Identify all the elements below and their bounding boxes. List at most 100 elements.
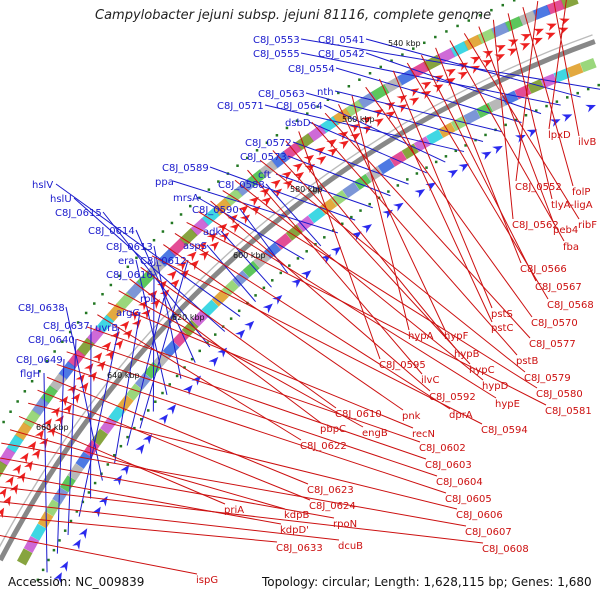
leader-line <box>222 190 538 389</box>
gene-label-left: C8J_0541 <box>318 35 365 46</box>
tick-dot <box>9 410 12 413</box>
tick-dot <box>255 149 259 152</box>
reverse-gene-arrow <box>96 360 106 372</box>
leader-line <box>78 326 120 517</box>
gene-label-left: C8J_0616 <box>106 270 153 281</box>
tick-dot <box>285 126 289 130</box>
gene-label-right: tlyA-ligA <box>551 200 593 211</box>
reverse-gene-arrow <box>445 68 456 77</box>
forward-gene-arrow <box>272 295 283 305</box>
gene-label-right: hypB <box>454 349 480 360</box>
leader-line <box>209 166 356 221</box>
forward-gene-arrow <box>515 134 526 143</box>
leader-line <box>492 19 514 220</box>
tick-dot <box>576 91 579 95</box>
feature-block <box>91 428 109 446</box>
forward-gene-arrow <box>561 114 573 122</box>
feature-block <box>59 475 76 493</box>
leader-line <box>365 52 542 115</box>
reverse-gene-arrow <box>481 59 493 68</box>
tick-dot <box>175 374 179 378</box>
leader-line <box>335 67 522 123</box>
gene-label-right: recN <box>412 429 435 440</box>
tick-dot <box>119 444 123 448</box>
feature-block <box>580 58 597 73</box>
forward-gene-arrow <box>330 246 342 256</box>
gene-label-left: C8J_0588 <box>218 180 265 191</box>
feature-block <box>14 422 32 442</box>
gene-label-right: C8J_0566 <box>520 264 567 275</box>
feature-block <box>30 523 47 541</box>
reverse-gene-arrow <box>147 290 158 301</box>
leader-line <box>351 95 410 331</box>
reverse-gene-arrow <box>259 188 270 198</box>
reverse-gene-arrow <box>169 279 180 290</box>
tick-dot <box>214 333 217 336</box>
gene-label-right: lpxD <box>548 130 571 141</box>
tick-dot <box>183 366 186 369</box>
reverse-gene-arrow <box>166 270 177 281</box>
tick-dot <box>512 0 516 2</box>
leader-line <box>324 112 531 339</box>
backbone-outer-ring <box>0 39 596 562</box>
leader-line <box>420 55 537 282</box>
tick-dot <box>63 529 67 532</box>
tick-dot <box>456 24 459 28</box>
gene-label-left: C8J_0553 <box>253 35 300 46</box>
reverse-gene-arrow <box>5 476 14 487</box>
tick-dot <box>126 265 130 269</box>
gene-label-right: C8J_0605 <box>445 494 492 505</box>
feature-block <box>179 228 198 247</box>
gene-label-right: C8J_0581 <box>545 406 592 417</box>
leader-line <box>86 326 421 443</box>
reverse-gene-arrow <box>315 155 327 166</box>
gene-label-right: C8J_0577 <box>529 339 576 350</box>
gene-label-right: pstB <box>516 356 538 367</box>
feature-block <box>263 242 282 259</box>
leader-line <box>46 376 309 485</box>
reverse-gene-arrow <box>557 27 569 36</box>
label-texts: 540 kbp 560 kbp 580 kbp 600 kbp 620 kbp 640 k… <box>16 35 597 586</box>
tick-dot <box>68 330 72 334</box>
reverse-gene-arrow <box>217 223 228 234</box>
forward-gene-arrow <box>447 169 458 179</box>
feature-block <box>463 109 481 125</box>
tick-dot <box>501 3 505 7</box>
genome-summary-text: Topology: circular; Length: 1,628,115 bp… <box>262 575 592 589</box>
tick-dot <box>170 221 174 225</box>
tick-dot <box>464 144 467 147</box>
tick-dot <box>434 160 438 164</box>
gene-label-right: C8J_0579 <box>524 373 571 384</box>
tick-dot <box>236 164 239 167</box>
tick-dot <box>206 341 209 344</box>
gene-label-right: C8J_0623 <box>307 485 354 496</box>
tick-dot <box>262 286 266 290</box>
tick-dot <box>341 222 344 226</box>
feature-block <box>270 150 290 169</box>
leader-line <box>292 141 409 185</box>
gene-label-right: C8J_0610 <box>335 409 382 420</box>
tick-dot <box>126 435 129 439</box>
forward-gene-arrow <box>135 444 145 455</box>
feature-block <box>308 206 326 224</box>
reverse-gene-arrow <box>0 498 3 511</box>
tick-dot <box>87 491 91 494</box>
gene-label-right: peb4 <box>553 225 578 236</box>
feature-block <box>295 133 314 151</box>
gene-label-right: C8J_0552 <box>515 182 562 193</box>
reverse-gene-arrow <box>9 483 19 495</box>
gene-label-right: C8J_0568 <box>547 300 594 311</box>
leader-line <box>305 92 484 142</box>
gene-label-left: C8J_0640 <box>28 335 75 346</box>
leader-line <box>392 70 493 309</box>
feature-block <box>58 361 76 381</box>
tick-dot <box>314 243 317 246</box>
reverse-gene-arrow <box>533 28 544 37</box>
feature-block <box>426 129 444 145</box>
feature-block <box>365 166 383 183</box>
forward-gene-arrow <box>113 474 122 486</box>
reverse-gene-arrow <box>420 81 432 91</box>
gene-label-right: C8J_0602 <box>419 443 466 454</box>
feature-block <box>476 102 494 118</box>
